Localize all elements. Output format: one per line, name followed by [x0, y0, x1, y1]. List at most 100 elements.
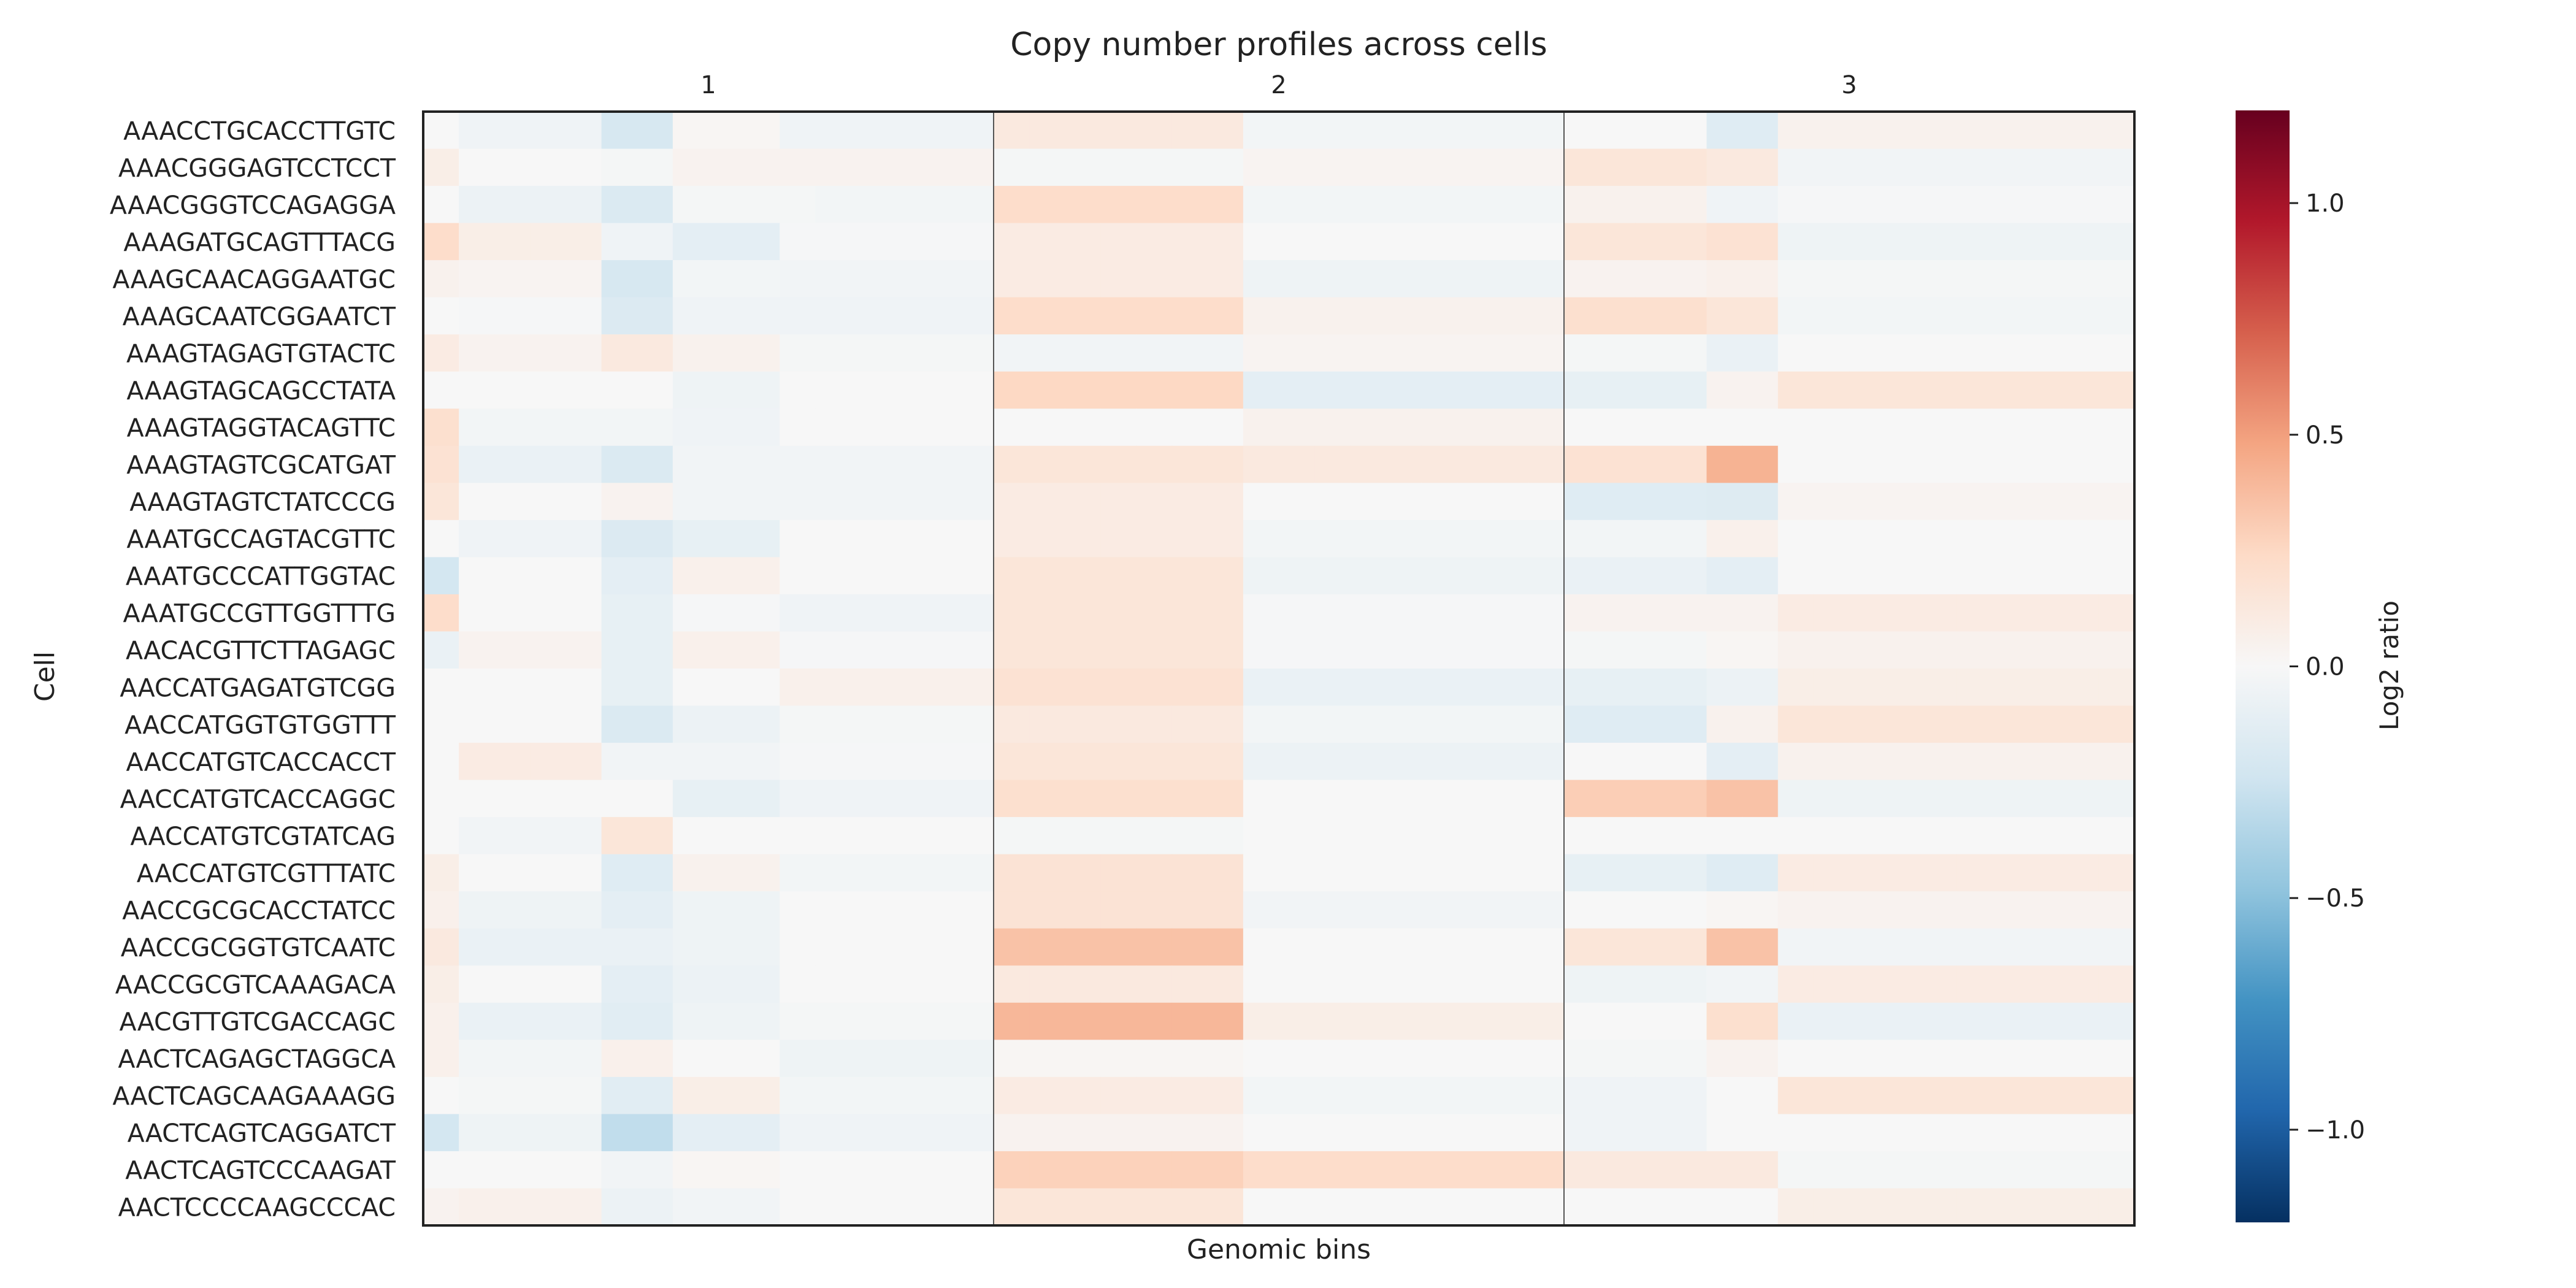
heatmap-cell — [494, 705, 531, 743]
heatmap-cell — [1421, 854, 1458, 892]
heatmap-cell — [423, 371, 459, 409]
heatmap-cell — [1564, 594, 1600, 632]
heatmap-cell — [2063, 483, 2099, 521]
heatmap-cell — [815, 780, 852, 818]
heatmap-cell — [1991, 669, 2028, 707]
heatmap-cell — [1065, 519, 1101, 558]
heatmap-cell — [1136, 965, 1173, 1003]
heatmap-cell — [1849, 408, 1885, 447]
heatmap-cell — [459, 631, 495, 669]
heatmap-cell — [1706, 1188, 1743, 1226]
cell-label: AACGTTGTCGACCAGC — [120, 1007, 396, 1037]
heatmap-cell — [1813, 854, 1850, 892]
heatmap-cell — [708, 705, 745, 743]
heatmap-cell — [886, 1151, 923, 1189]
heatmap-cell — [2063, 371, 2099, 409]
heatmap-cell — [1742, 186, 1779, 224]
heatmap-cell — [1421, 1076, 1458, 1114]
heatmap-cell — [922, 260, 959, 298]
heatmap-cell — [708, 817, 745, 855]
heatmap-cell — [1742, 891, 1779, 929]
heatmap-cell — [886, 445, 923, 483]
heatmap-cell — [1457, 445, 1493, 483]
heatmap-cell — [1564, 965, 1600, 1003]
heatmap-cell — [2098, 1076, 2135, 1114]
heatmap-cell — [1600, 371, 1636, 409]
heatmap-cell — [423, 891, 459, 929]
heatmap-cell — [1813, 1076, 1850, 1114]
cell-label: AAACGGGAGTCCTCCT — [118, 153, 396, 183]
heatmap-cell — [459, 854, 495, 892]
heatmap-cell — [886, 519, 923, 558]
heatmap-cell — [494, 1151, 531, 1189]
heatmap-cell — [815, 445, 852, 483]
heatmap-cell — [1136, 557, 1173, 595]
heatmap-cell — [2098, 519, 2135, 558]
heatmap-cell — [1920, 891, 1957, 929]
heatmap-cell — [565, 780, 602, 818]
heatmap-cell — [1956, 186, 1993, 224]
heatmap-cell — [423, 594, 459, 632]
heatmap-cell — [565, 1002, 602, 1040]
heatmap-cell — [1777, 1076, 1814, 1114]
heatmap-cell — [780, 334, 816, 372]
heatmap-cell — [1600, 1002, 1636, 1040]
cell-label: AACCATGGTGTGGTTT — [125, 710, 396, 740]
heatmap-cell — [1457, 148, 1493, 186]
heatmap-cell — [815, 705, 852, 743]
heatmap-cell — [565, 186, 602, 224]
heatmap-cell — [1920, 669, 1957, 707]
heatmap-cell — [1528, 669, 1565, 707]
heatmap-cell — [1065, 780, 1101, 818]
heatmap-cell — [1421, 148, 1458, 186]
heatmap-cell — [1100, 743, 1137, 781]
heatmap-cell — [601, 260, 638, 298]
heatmap-cell — [459, 371, 495, 409]
heatmap-cell — [1314, 594, 1351, 632]
heatmap-cell — [708, 1188, 745, 1226]
heatmap-cell — [2027, 371, 2064, 409]
heatmap-cell — [1956, 854, 1993, 892]
heatmap-cell — [1136, 817, 1173, 855]
heatmap-cell — [1742, 594, 1779, 632]
heatmap-cell — [2063, 817, 2099, 855]
heatmap-cell — [1528, 483, 1565, 521]
heatmap-cell — [1885, 854, 1921, 892]
heatmap-cell — [1813, 223, 1850, 261]
heatmap-cell — [1279, 1040, 1315, 1078]
heatmap-cell — [1029, 445, 1065, 483]
heatmap-cell — [672, 928, 709, 966]
heatmap-cell — [1991, 1076, 2028, 1114]
heatmap-cell — [815, 594, 852, 632]
heatmap-cell — [1564, 148, 1600, 186]
heatmap-cell — [957, 186, 994, 224]
heatmap-cell — [1243, 1076, 1279, 1114]
heatmap-cell — [1171, 743, 1208, 781]
heatmap-cell — [1777, 1114, 1814, 1152]
heatmap-cell — [459, 1076, 495, 1114]
heatmap-cell — [1849, 334, 1885, 372]
heatmap-cell — [1706, 1151, 1743, 1189]
heatmap-cell — [1885, 594, 1921, 632]
heatmap-cell — [1171, 334, 1208, 372]
heatmap-cell — [1386, 557, 1422, 595]
heatmap-cell — [2063, 965, 2099, 1003]
heatmap-cell — [1528, 1114, 1565, 1152]
heatmap-cell — [1457, 743, 1493, 781]
heatmap-cell — [601, 297, 638, 335]
heatmap-cell — [565, 817, 602, 855]
heatmap-cell — [1671, 854, 1708, 892]
colorbar-tick-label: 0.5 — [2306, 421, 2345, 450]
heatmap-cell — [1564, 112, 1600, 150]
heatmap-cell — [1136, 594, 1173, 632]
heatmap-cell — [494, 445, 531, 483]
heatmap-cell — [530, 817, 567, 855]
heatmap-cell — [1243, 965, 1279, 1003]
heatmap-cell — [1100, 297, 1137, 335]
heatmap-cell — [1920, 817, 1957, 855]
heatmap-cell — [637, 334, 673, 372]
heatmap-cell — [922, 519, 959, 558]
heatmap-cell — [565, 594, 602, 632]
heatmap-cell — [1885, 631, 1921, 669]
heatmap-cell — [851, 854, 887, 892]
